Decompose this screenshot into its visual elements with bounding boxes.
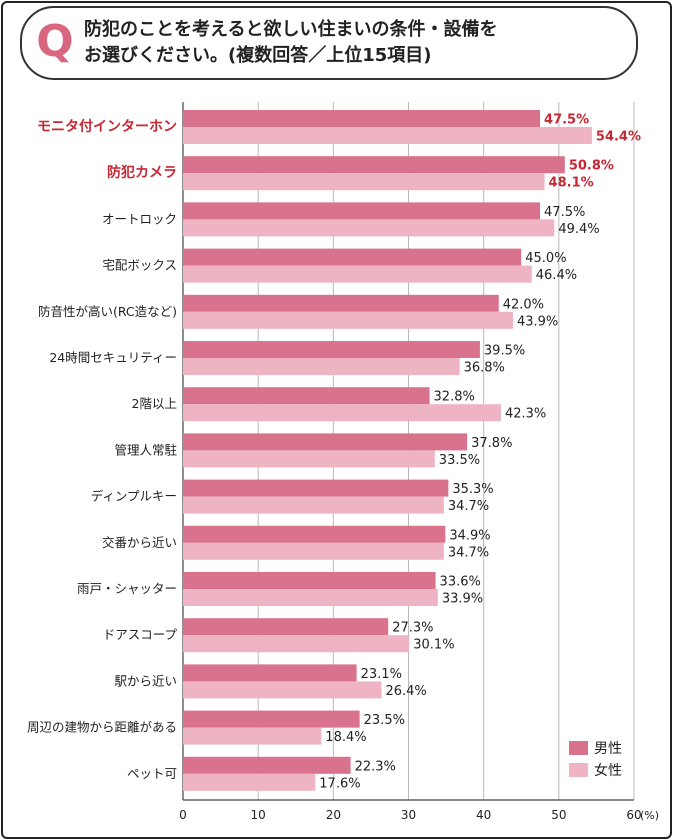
data-label-male: 27.3%: [392, 621, 433, 636]
data-label-male: 23.5%: [364, 713, 405, 728]
legend-swatch-male: [569, 741, 588, 755]
data-label-female: 33.5%: [439, 453, 480, 468]
question-line-2: お選びください。(複数回答／上位15項目): [84, 45, 432, 66]
data-label-female: 46.4%: [536, 268, 577, 283]
bar-male: [183, 248, 522, 266]
bar-male: [183, 525, 446, 543]
category-label: 駅から近い: [114, 673, 177, 688]
data-label-female: 17.6%: [319, 776, 360, 791]
bar-female: [183, 127, 592, 144]
data-label-female: 43.9%: [517, 314, 558, 329]
category-label: ペット可: [127, 766, 177, 781]
bar-female: [183, 773, 316, 791]
data-label-female: 30.1%: [413, 638, 454, 653]
category-label: 24時間セキュリティー: [49, 350, 177, 365]
question-box: Q 防犯のことを考えると欲しい住まいの条件・設備を お選びください。(複数回答／…: [20, 6, 638, 80]
data-label-female: 26.4%: [385, 684, 426, 699]
category-label: 周辺の建物から距離がある: [27, 720, 177, 735]
legend-label-male: 男性: [594, 741, 622, 757]
bar-female: [183, 450, 435, 468]
bar-female: [183, 589, 438, 606]
data-label-male: 50.8%: [569, 159, 614, 174]
bar-male: [183, 572, 436, 589]
category-label: 宅配ボックス: [102, 258, 177, 273]
category-label: オートロック: [102, 211, 177, 226]
bar-female: [183, 358, 460, 375]
question-text: 防犯のことを考えると欲しい住まいの条件・設備を お選びください。(複数回答／上位…: [84, 17, 624, 69]
category-label: ドアスコープ: [103, 627, 178, 642]
data-label-male: 32.8%: [434, 390, 475, 405]
bar-female: [183, 219, 555, 237]
category-label: 管理人常駐: [114, 442, 177, 457]
x-tick-label: 60: [626, 808, 641, 822]
category-label: 雨戸・シャッター: [77, 581, 177, 596]
data-label-male: 45.0%: [525, 251, 566, 266]
bar-male: [183, 202, 541, 220]
x-tick-label: 0: [179, 808, 187, 822]
data-label-female: 18.4%: [325, 730, 366, 745]
bar-female: [183, 404, 501, 422]
category-label: ディンプルキー: [91, 489, 177, 504]
bar-female: [183, 635, 410, 653]
x-tick-label: 20: [326, 808, 341, 822]
data-label-female: 54.4%: [596, 130, 641, 145]
bar-female: [183, 681, 382, 699]
category-label: 防音性が高い(RC造など): [38, 304, 177, 319]
data-label-male: 39.5%: [484, 344, 525, 359]
data-label-male: 33.6%: [440, 575, 481, 590]
legend-swatch-female: [569, 763, 588, 777]
question-line-1: 防犯のことを考えると欲しい住まいの条件・設備を: [84, 19, 498, 40]
bar-male: [183, 156, 565, 174]
x-unit-label: (%): [640, 809, 659, 822]
x-tick-label: 50: [551, 808, 566, 822]
bar-male: [183, 756, 351, 774]
bar-male: [183, 664, 357, 682]
category-label: モニタ付インターホン: [37, 118, 177, 135]
data-label-female: 49.4%: [558, 222, 599, 237]
bar-male: [183, 433, 468, 451]
data-label-female: 36.8%: [464, 361, 505, 376]
question-mark-icon: Q: [36, 16, 74, 67]
bar-male: [183, 479, 449, 497]
data-label-female: 34.7%: [448, 545, 489, 560]
bar-male: [183, 387, 430, 405]
bar-female: [183, 173, 545, 191]
category-label: 2階以上: [132, 396, 177, 411]
category-label: 防犯カメラ: [107, 164, 177, 181]
bar-male: [183, 110, 541, 127]
bar-female: [183, 542, 444, 560]
data-label-male: 35.3%: [452, 482, 493, 497]
data-label-male: 22.3%: [355, 759, 396, 774]
bar-male: [183, 294, 499, 312]
data-label-male: 47.5%: [544, 205, 585, 220]
data-label-male: 47.5%: [544, 113, 589, 128]
data-label-male: 23.1%: [361, 667, 402, 682]
data-label-female: 33.9%: [442, 592, 483, 607]
legend-label-female: 女性: [594, 762, 622, 779]
x-tick-label: 10: [251, 808, 266, 822]
data-label-female: 34.7%: [448, 499, 489, 514]
data-label-female: 48.1%: [549, 176, 594, 191]
bar-male: [183, 341, 480, 358]
bar-female: [183, 496, 444, 514]
bar-male: [183, 710, 360, 728]
data-label-male: 37.8%: [471, 436, 512, 451]
data-label-male: 34.9%: [449, 528, 490, 543]
bar-male: [183, 618, 389, 636]
x-tick-label: 40: [476, 808, 491, 822]
data-label-male: 42.0%: [503, 297, 544, 312]
category-label: 交番から近い: [102, 535, 177, 550]
bar-female: [183, 727, 322, 745]
bar-female: [183, 265, 532, 283]
data-label-female: 42.3%: [505, 407, 546, 422]
x-tick-label: 30: [401, 808, 416, 822]
bar-female: [183, 311, 513, 329]
